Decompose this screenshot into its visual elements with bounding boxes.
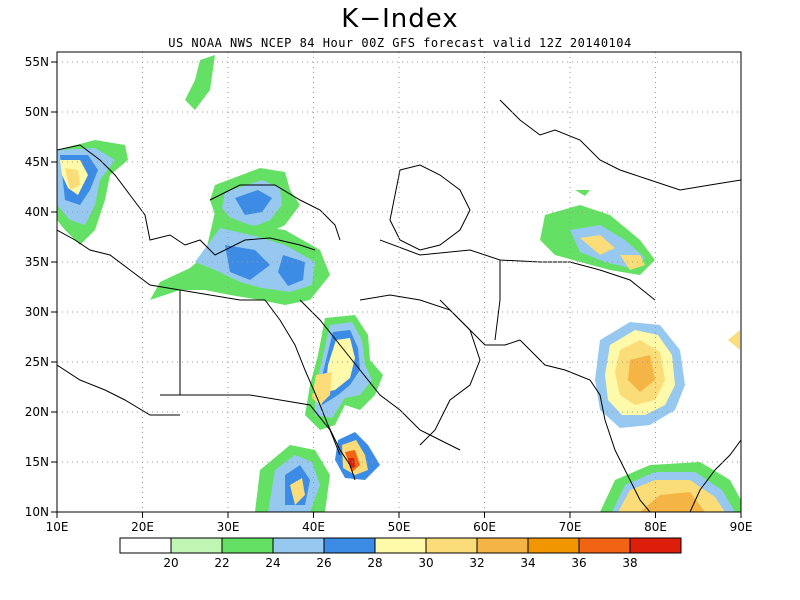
lon-label: 90E [730, 520, 753, 534]
lat-label: 20N [25, 405, 49, 419]
lat-label: 45N [25, 155, 49, 169]
legend-swatch [425, 537, 478, 554]
lon-label: 70E [559, 520, 582, 534]
shade-ethiopia [255, 445, 330, 512]
graticule [57, 52, 741, 512]
lon-labels: 10E 20E 30E 40E 50E 60E 70E 80E 90E [46, 520, 753, 534]
legend-swatch [272, 537, 325, 554]
lat-label: 35N [25, 255, 49, 269]
lat-label: 25N [25, 355, 49, 369]
lon-label: 80E [644, 520, 667, 534]
shade-italy [57, 140, 128, 245]
legend-label: 26 [316, 556, 331, 570]
lat-labels: 10N 15N 20N 25N 30N 35N 40N 45N 50N 55N [25, 55, 49, 519]
legend-label: 22 [214, 556, 229, 570]
shade-black-sea [150, 55, 330, 305]
legend-label: 36 [571, 556, 586, 570]
color-legend: 20 22 24 26 28 30 32 34 36 38 [119, 537, 682, 570]
legend-swatch [221, 537, 274, 554]
lat-label: 55N [25, 55, 49, 69]
legend-swatch [119, 537, 172, 554]
map-subtitle: US NOAA NWS NCEP 84 Hour 00Z GFS forecas… [168, 36, 632, 50]
shade-india [595, 322, 740, 428]
lon-label: 30E [217, 520, 240, 534]
coastlines [57, 99, 741, 512]
legend-swatch [578, 537, 631, 554]
lon-label: 60E [473, 520, 496, 534]
legend-swatch [629, 537, 682, 554]
legend-swatch [170, 537, 223, 554]
legend-swatch [374, 537, 427, 554]
legend-label: 30 [418, 556, 433, 570]
lat-label: 40N [25, 205, 49, 219]
legend-label: 20 [163, 556, 178, 570]
legend-label: 34 [520, 556, 535, 570]
lat-label: 30N [25, 305, 49, 319]
legend-label: 24 [265, 556, 280, 570]
lon-label: 50E [388, 520, 411, 534]
legend-label: 32 [469, 556, 484, 570]
lon-label: 10E [46, 520, 69, 534]
legend-swatch [476, 537, 529, 554]
shade-south [600, 462, 741, 512]
lat-label: 15N [25, 455, 49, 469]
legend-label: 38 [622, 556, 637, 570]
legend-swatch [323, 537, 376, 554]
legend-label: 28 [367, 556, 382, 570]
lon-label: 40E [302, 520, 325, 534]
lon-label: 20E [131, 520, 154, 534]
axis-ticks [51, 61, 742, 518]
k-index-shading [57, 55, 741, 512]
map-title: K−Index [341, 4, 459, 34]
lat-label: 50N [25, 105, 49, 119]
lat-label: 10N [25, 505, 49, 519]
shade-red-sea [305, 315, 383, 480]
legend-swatch [527, 537, 580, 554]
